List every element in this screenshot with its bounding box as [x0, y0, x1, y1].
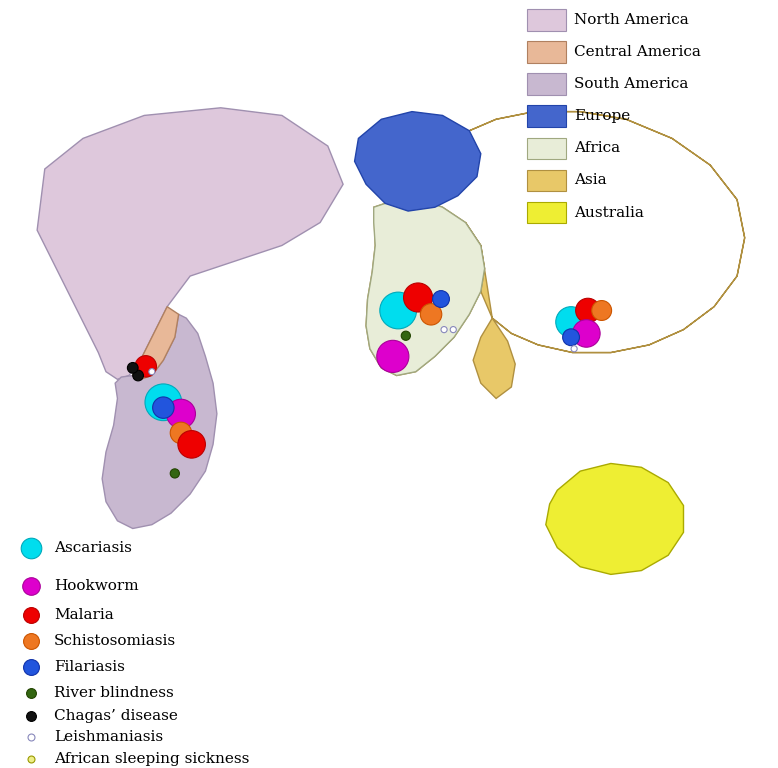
- Circle shape: [133, 370, 143, 381]
- Point: [25, 753, 37, 765]
- Circle shape: [170, 422, 191, 444]
- Polygon shape: [102, 314, 217, 528]
- Point: [25, 609, 37, 621]
- Circle shape: [149, 369, 155, 375]
- Text: South America: South America: [574, 77, 689, 91]
- Circle shape: [555, 306, 587, 337]
- FancyBboxPatch shape: [527, 41, 566, 63]
- FancyBboxPatch shape: [527, 9, 566, 31]
- Text: Chagas’ disease: Chagas’ disease: [54, 709, 178, 723]
- Circle shape: [562, 329, 580, 346]
- Circle shape: [433, 290, 450, 307]
- FancyBboxPatch shape: [527, 202, 566, 223]
- Circle shape: [178, 431, 205, 458]
- Circle shape: [170, 468, 180, 478]
- FancyBboxPatch shape: [527, 74, 566, 94]
- Point: [25, 541, 37, 554]
- Point: [25, 731, 37, 743]
- Text: Hookworm: Hookworm: [54, 579, 138, 593]
- Polygon shape: [546, 463, 684, 574]
- Circle shape: [152, 397, 174, 419]
- Polygon shape: [366, 200, 485, 376]
- FancyBboxPatch shape: [527, 105, 566, 127]
- Circle shape: [145, 384, 182, 421]
- Text: North America: North America: [574, 13, 689, 27]
- Text: Schistosomiasis: Schistosomiasis: [54, 634, 176, 648]
- Circle shape: [135, 356, 156, 377]
- Circle shape: [571, 346, 577, 352]
- Circle shape: [450, 326, 457, 333]
- Point: [25, 660, 37, 673]
- Text: Central America: Central America: [574, 45, 701, 59]
- Polygon shape: [366, 111, 745, 376]
- Text: Ascariasis: Ascariasis: [54, 541, 131, 554]
- Polygon shape: [355, 111, 481, 211]
- Text: Australia: Australia: [574, 206, 644, 220]
- Point: [25, 710, 37, 722]
- Circle shape: [573, 319, 600, 347]
- Text: African sleeping sickness: African sleeping sickness: [54, 752, 249, 766]
- Circle shape: [576, 298, 600, 323]
- Text: Asia: Asia: [574, 174, 607, 187]
- Text: Leishmaniasis: Leishmaniasis: [54, 730, 163, 744]
- Circle shape: [441, 326, 447, 333]
- FancyBboxPatch shape: [527, 137, 566, 159]
- Circle shape: [128, 362, 138, 373]
- Text: Malaria: Malaria: [54, 608, 114, 622]
- Point: [25, 635, 37, 647]
- Polygon shape: [133, 306, 179, 379]
- Text: Europe: Europe: [574, 109, 630, 123]
- Circle shape: [404, 283, 433, 312]
- Polygon shape: [473, 318, 515, 399]
- Circle shape: [420, 303, 442, 325]
- Circle shape: [401, 331, 411, 340]
- Circle shape: [166, 399, 195, 429]
- Circle shape: [377, 340, 409, 372]
- FancyBboxPatch shape: [527, 170, 566, 191]
- Text: Filariasis: Filariasis: [54, 660, 124, 674]
- Circle shape: [380, 292, 416, 329]
- Polygon shape: [37, 108, 343, 379]
- Point: [25, 687, 37, 699]
- Circle shape: [592, 300, 612, 320]
- Point: [25, 580, 37, 592]
- Text: Africa: Africa: [574, 141, 620, 155]
- Text: River blindness: River blindness: [54, 686, 173, 700]
